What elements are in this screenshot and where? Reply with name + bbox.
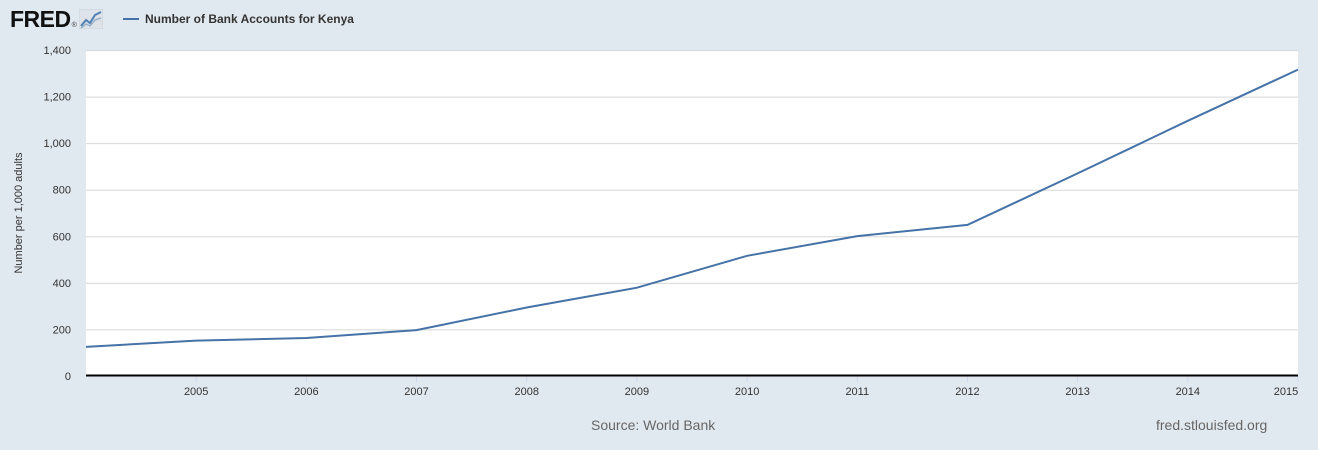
x-tick-label: 2012 [955, 386, 979, 398]
x-axis-tick-labels: 2005 2006 2007 2008 2009 2010 2011 2012 2013 2014… [184, 386, 1298, 398]
chart-legend[interactable]: Number of Bank Accounts for Kenya [123, 12, 354, 26]
x-tick-label: 2015 [1274, 386, 1298, 398]
x-tick-label: 2014 [1176, 386, 1200, 398]
x-tick-label: 2013 [1065, 386, 1089, 398]
y-tick-label: 1,400 [43, 45, 71, 57]
x-tick-label: 2011 [845, 386, 869, 398]
y-tick-label: 200 [53, 324, 71, 336]
x-tick-label: 2005 [184, 386, 208, 398]
y-axis-title: Number per 1,000 adults [13, 152, 25, 274]
y-tick-label: 0 [65, 371, 71, 383]
y-tick-label: 800 [53, 185, 71, 197]
x-tick-label: 2008 [514, 386, 538, 398]
x-tick-label: 2009 [625, 386, 649, 398]
y-tick-label: 1,000 [43, 138, 71, 150]
legend-swatch [123, 18, 139, 20]
grid-lines [86, 50, 1298, 331]
fred-logo[interactable]: FRED ® [10, 6, 103, 32]
y-tick-label: 1,200 [43, 92, 71, 104]
x-axis-ticks [195, 376, 1299, 382]
source-note: Source: World Bank [591, 417, 716, 433]
plot-area [86, 50, 1298, 376]
y-tick-label: 400 [53, 278, 71, 290]
fred-graph-icon [78, 9, 103, 29]
y-axis-tick-labels: 0 200 400 600 800 1,000 1,200 1,400 [43, 45, 71, 383]
registered-mark: ® [71, 22, 77, 29]
site-link[interactable]: fred.stlouisfed.org [1156, 417, 1268, 433]
chart-header: FRED ® Number of Bank Accounts for Kenya [0, 0, 1318, 40]
fred-logo-text: FRED [10, 5, 71, 32]
x-tick-label: 2006 [294, 386, 318, 398]
series-line[interactable] [85, 68, 1299, 348]
x-tick-label: 2010 [735, 386, 759, 398]
x-tick-label: 2007 [404, 386, 428, 398]
legend-label: Number of Bank Accounts for Kenya [145, 12, 354, 26]
y-tick-label: 600 [53, 231, 71, 243]
